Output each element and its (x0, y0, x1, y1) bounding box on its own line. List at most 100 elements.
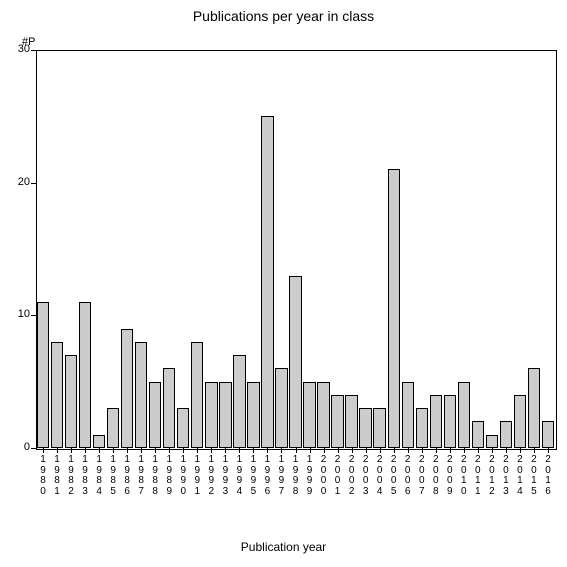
bar (388, 169, 400, 448)
x-tick-label: 2 0 0 6 (401, 455, 415, 497)
x-axis-title: Publication year (0, 540, 567, 554)
x-tick (141, 448, 142, 453)
y-tick (31, 315, 36, 316)
x-tick (366, 448, 367, 453)
bar (359, 408, 371, 448)
x-tick-label: 2 0 1 6 (541, 455, 555, 497)
x-tick-label: 1 9 9 0 (176, 455, 190, 497)
x-tick (394, 448, 395, 453)
x-tick (71, 448, 72, 453)
x-tick (197, 448, 198, 453)
x-tick (422, 448, 423, 453)
x-tick (506, 448, 507, 453)
x-tick (380, 448, 381, 453)
x-tick-label: 1 9 8 8 (148, 455, 162, 497)
x-tick-label: 1 9 8 1 (50, 455, 64, 497)
x-tick-label: 2 0 0 1 (331, 455, 345, 497)
bar (303, 382, 315, 448)
x-tick (464, 448, 465, 453)
chart-title: Publications per year in class (0, 8, 567, 24)
bar (93, 435, 105, 448)
bar (472, 421, 484, 448)
x-tick-label: 1 9 9 6 (260, 455, 274, 497)
x-tick (450, 448, 451, 453)
x-tick (267, 448, 268, 453)
bar (163, 368, 175, 448)
x-tick-label: 1 9 8 9 (162, 455, 176, 497)
bar (317, 382, 329, 448)
x-tick (352, 448, 353, 453)
x-tick-label: 1 9 8 2 (64, 455, 78, 497)
bar (528, 368, 540, 448)
x-tick (492, 448, 493, 453)
x-tick (548, 448, 549, 453)
bar (444, 395, 456, 448)
bar (500, 421, 512, 448)
x-tick (408, 448, 409, 453)
y-tick-label: 0 (6, 441, 30, 453)
bar (219, 382, 231, 448)
bar (247, 382, 259, 448)
x-tick (127, 448, 128, 453)
bar (205, 382, 217, 448)
y-tick (31, 50, 36, 51)
x-tick (253, 448, 254, 453)
bar (430, 395, 442, 448)
x-tick (85, 448, 86, 453)
bar (373, 408, 385, 448)
bar (79, 302, 91, 448)
x-tick (478, 448, 479, 453)
bar (402, 382, 414, 448)
x-tick (338, 448, 339, 453)
x-tick-label: 2 0 1 0 (457, 455, 471, 497)
bar (37, 302, 49, 448)
x-tick (520, 448, 521, 453)
x-tick-label: 1 9 8 7 (134, 455, 148, 497)
x-tick (436, 448, 437, 453)
x-tick-label: 2 0 1 4 (513, 455, 527, 497)
x-tick-label: 2 0 0 7 (415, 455, 429, 497)
x-tick-label: 2 0 0 3 (359, 455, 373, 497)
x-tick-label: 1 9 9 4 (232, 455, 246, 497)
x-tick-label: 2 0 1 2 (485, 455, 499, 497)
x-tick-label: 2 0 0 5 (387, 455, 401, 497)
y-tick (31, 183, 36, 184)
x-tick-label: 1 9 9 2 (204, 455, 218, 497)
x-tick (281, 448, 282, 453)
bar (51, 342, 63, 448)
y-tick-label: 10 (6, 308, 30, 320)
x-tick-label: 2 0 0 4 (373, 455, 387, 497)
x-tick (225, 448, 226, 453)
x-tick (43, 448, 44, 453)
x-tick-label: 2 0 1 3 (499, 455, 513, 497)
x-tick (169, 448, 170, 453)
x-tick-label: 2 0 1 1 (471, 455, 485, 497)
x-tick (211, 448, 212, 453)
x-tick-label: 2 0 1 5 (527, 455, 541, 497)
x-tick-label: 1 9 9 5 (246, 455, 260, 497)
x-tick-label: 1 9 9 1 (190, 455, 204, 497)
x-tick-label: 1 9 8 3 (78, 455, 92, 497)
bar (177, 408, 189, 448)
bar (289, 276, 301, 448)
x-tick (99, 448, 100, 453)
bar (191, 342, 203, 448)
bar (542, 421, 554, 448)
x-tick (183, 448, 184, 453)
bar (345, 395, 357, 448)
x-tick (239, 448, 240, 453)
bar (416, 408, 428, 448)
bar (331, 395, 343, 448)
bar (486, 435, 498, 448)
x-tick-label: 1 9 8 4 (92, 455, 106, 497)
bar (275, 368, 287, 448)
x-tick (324, 448, 325, 453)
x-tick (155, 448, 156, 453)
x-tick-label: 1 9 9 7 (274, 455, 288, 497)
y-tick-label: 20 (6, 176, 30, 188)
bar (149, 382, 161, 448)
x-tick (534, 448, 535, 453)
x-tick-label: 2 0 0 2 (345, 455, 359, 497)
bar (107, 408, 119, 448)
x-tick-label: 1 9 9 3 (218, 455, 232, 497)
